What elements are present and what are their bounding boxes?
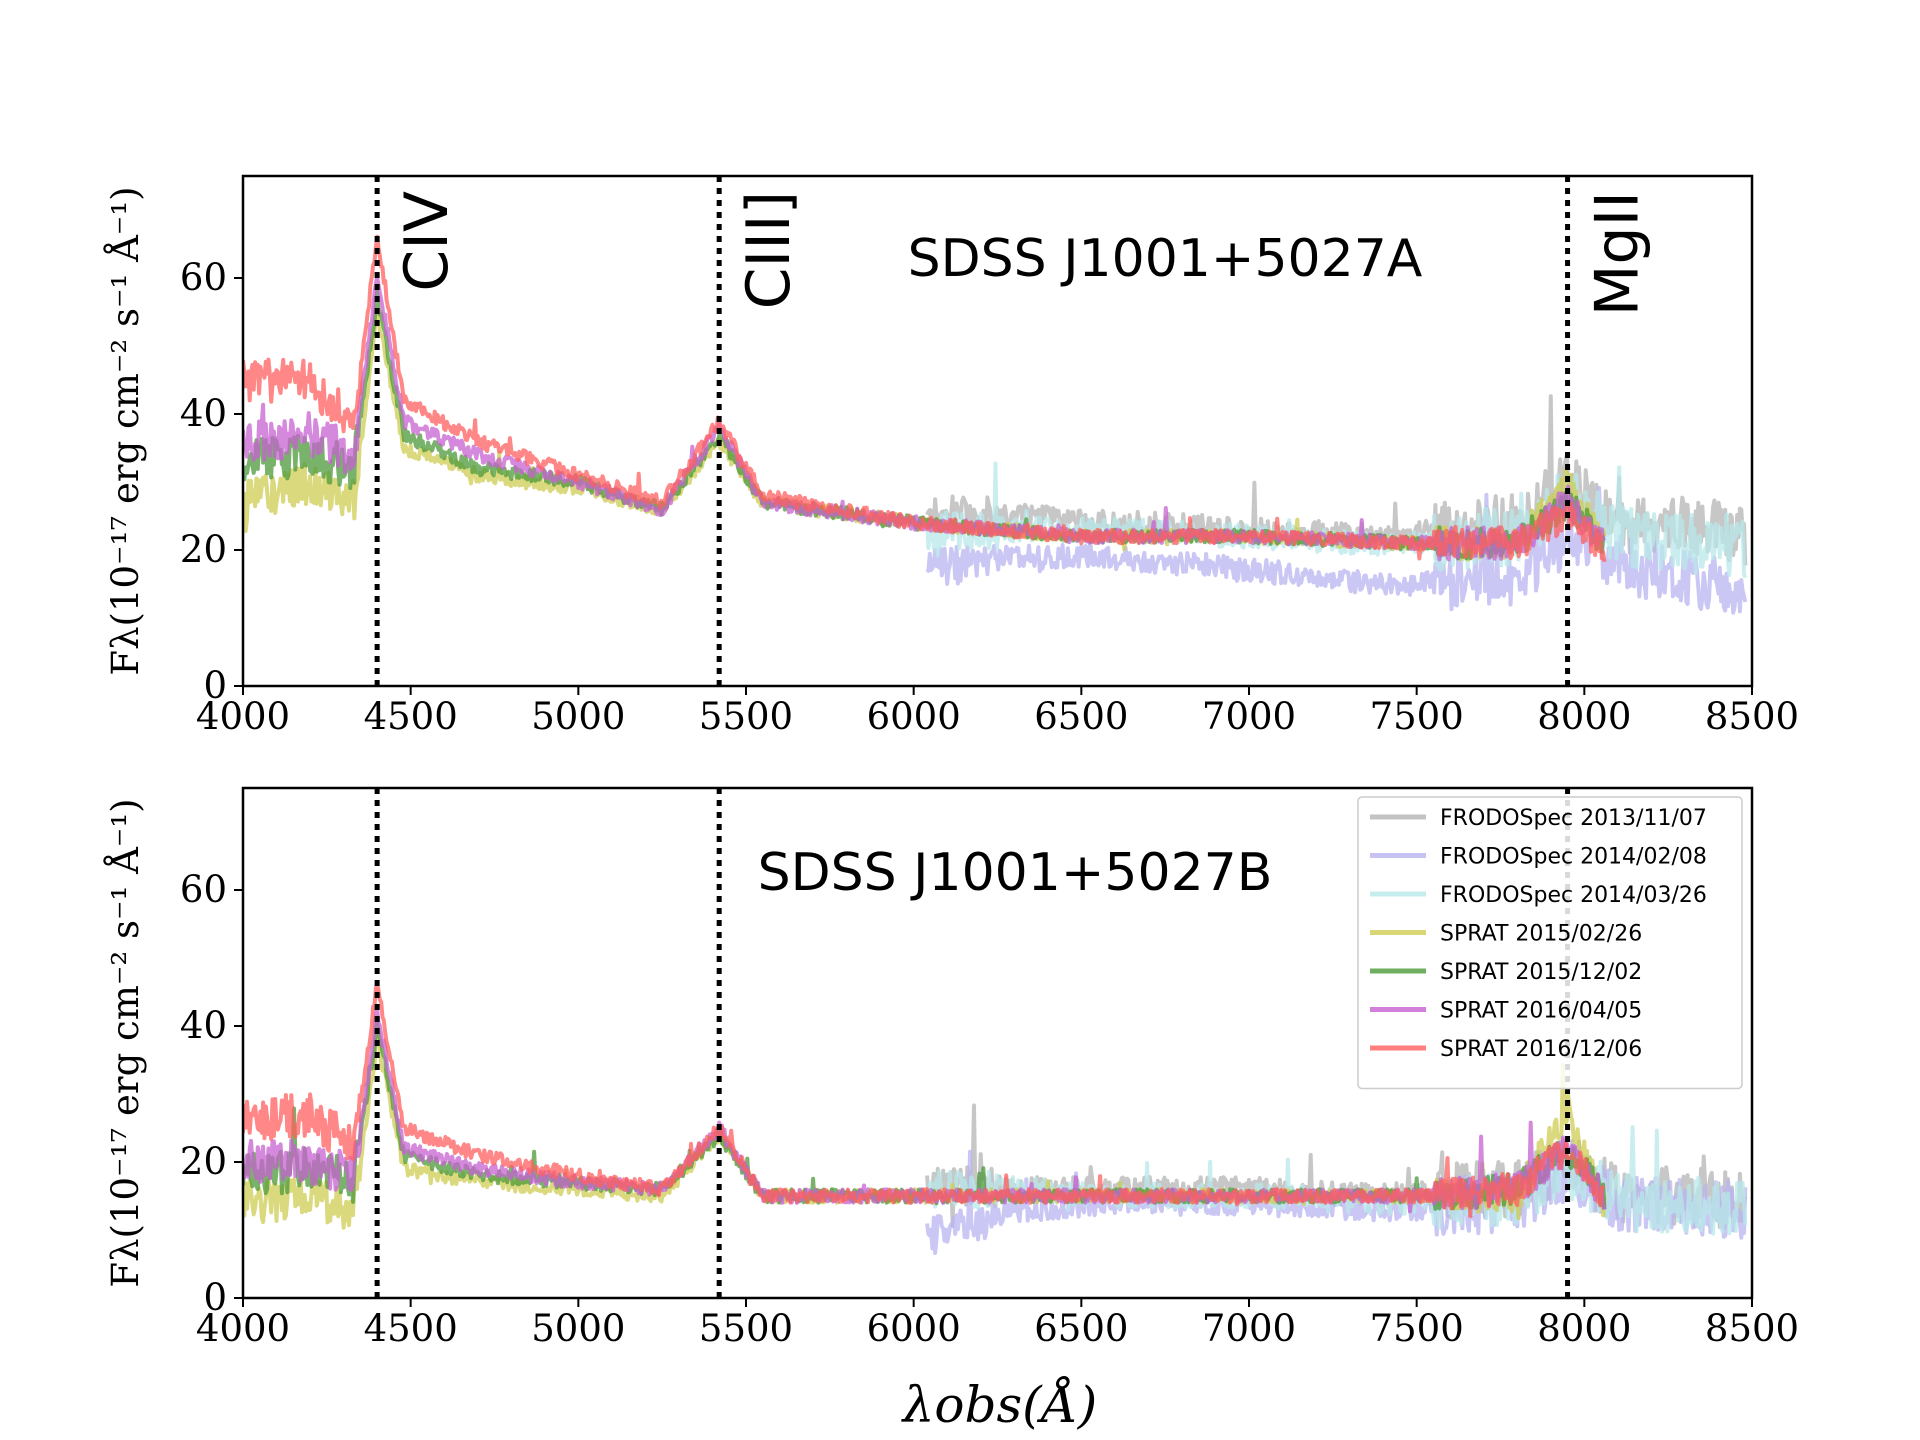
x-tick-label: 6000 <box>867 695 961 738</box>
series-line-6 <box>243 234 1607 563</box>
legend-box <box>1357 796 1743 1090</box>
x-tick-label: 8500 <box>1705 1307 1799 1350</box>
emission-line-label: CIII] <box>734 191 804 309</box>
panel-bottom: 4000 4500 5000 5500 6000 6500 7000 7500 8000 8500… <box>103 786 1799 1350</box>
x-tick-label: 4500 <box>364 695 458 738</box>
axes-frame <box>241 786 1754 1300</box>
x-tick-label: 8000 <box>1537 695 1631 738</box>
x-tick-label: 7500 <box>1370 695 1464 738</box>
y-tick-label: 20 <box>180 1140 227 1183</box>
x-tick-label: 7000 <box>1202 1307 1296 1350</box>
legend-label: FRODOSpec 2014/02/08 <box>1440 845 1707 870</box>
y-tick-label: 40 <box>180 1004 227 1047</box>
legend-label: SPRAT 2016/04/05 <box>1440 999 1642 1024</box>
panel-top: CIV CIII] MgII 4000 4500 5000 5500 6000 6500 7000… <box>103 174 1799 738</box>
x-tick-label: 5500 <box>699 695 793 738</box>
y-tick-label: 60 <box>180 256 227 299</box>
y-axis-label: Fλ(10⁻¹⁷ erg cm⁻² s⁻¹ Å⁻¹) <box>103 798 147 1287</box>
x-tick-label: 5000 <box>531 1307 625 1350</box>
panel-title: SDSS J1001+5027A <box>908 229 1423 289</box>
y-tick-label: 0 <box>203 664 227 707</box>
spectra-group <box>243 234 1748 615</box>
panel-title: SDSS J1001+5027B <box>758 843 1273 903</box>
legend-label: FRODOSpec 2013/11/07 <box>1440 806 1707 831</box>
y-tick-label: 20 <box>180 528 227 571</box>
series-line-6 <box>243 981 1606 1219</box>
y-axis-label: Fλ(10⁻¹⁷ erg cm⁻² s⁻¹ Å⁻¹) <box>103 186 147 675</box>
x-tick-label: 4000 <box>196 695 290 738</box>
legend-label: SPRAT 2016/12/06 <box>1440 1037 1642 1062</box>
legend-label: SPRAT 2015/12/02 <box>1440 960 1642 985</box>
x-tick-label: 6500 <box>1034 695 1128 738</box>
x-tick-label: 5500 <box>699 1307 793 1350</box>
y-tick-label: 60 <box>180 868 227 911</box>
x-tick-label: 7500 <box>1370 1307 1464 1350</box>
spectra-group <box>243 981 1748 1255</box>
x-tick-label: 7000 <box>1202 695 1296 738</box>
y-tick-label: 0 <box>203 1276 227 1319</box>
x-axis-label: λobs(Å) <box>901 1375 1098 1434</box>
emission-line-label: CIV <box>392 191 462 292</box>
x-tick-label: 6000 <box>867 1307 961 1350</box>
emission-line-label: MgII <box>1583 191 1653 316</box>
y-tick-label: 40 <box>180 392 227 435</box>
legend-label: SPRAT 2015/02/26 <box>1440 922 1642 947</box>
x-tick-label: 4500 <box>364 1307 458 1350</box>
axes-frame <box>241 174 1754 688</box>
x-tick-label: 5000 <box>531 695 625 738</box>
legend-label: FRODOSpec 2014/03/26 <box>1440 883 1707 908</box>
x-tick-label: 8500 <box>1705 695 1799 738</box>
x-tick-label: 6500 <box>1034 1307 1128 1350</box>
x-tick-label: 4000 <box>196 1307 290 1350</box>
x-tick-label: 8000 <box>1537 1307 1631 1350</box>
